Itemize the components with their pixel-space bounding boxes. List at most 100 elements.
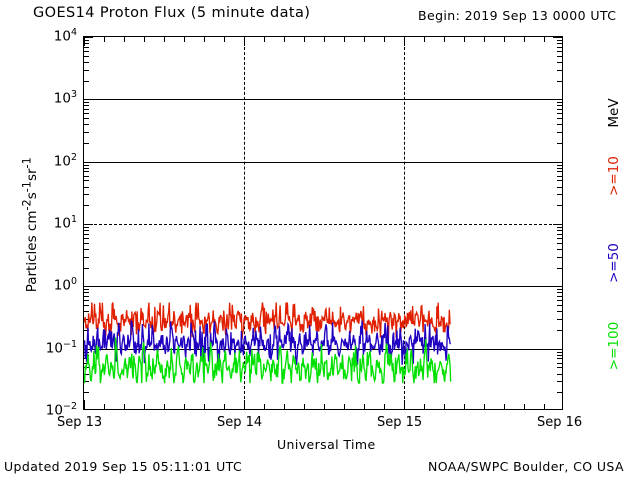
y-tick-minor bbox=[557, 142, 562, 144]
data-traces bbox=[84, 302, 452, 384]
y-tick-major bbox=[553, 161, 562, 163]
y-tick-minor bbox=[84, 256, 89, 258]
x-tick-major bbox=[244, 37, 245, 46]
y-tick-minor bbox=[84, 109, 89, 110]
y-tick-minor bbox=[557, 43, 562, 44]
x-tick-minor bbox=[164, 37, 165, 42]
x-tick-minor bbox=[144, 404, 145, 409]
y-tick-minor bbox=[557, 102, 562, 104]
y-tick-minor bbox=[557, 180, 562, 182]
y-tick-minor bbox=[84, 55, 89, 57]
y-tick-major bbox=[553, 224, 562, 225]
y-tick-minor bbox=[557, 205, 562, 207]
y-tick-major bbox=[553, 286, 562, 288]
legend-unit: MeV bbox=[606, 98, 622, 128]
legend-item-10: >=10 bbox=[606, 156, 622, 196]
y-tick-minor bbox=[557, 39, 562, 41]
x-tick-minor bbox=[144, 37, 145, 42]
y-tick-minor bbox=[84, 373, 89, 375]
y-tick-minor bbox=[557, 392, 562, 394]
x-tick-minor bbox=[224, 37, 225, 42]
y-tick-minor bbox=[84, 296, 89, 297]
y-tick-minor bbox=[557, 233, 562, 235]
y-tick-minor bbox=[557, 55, 562, 57]
y-tick-minor bbox=[84, 329, 89, 331]
y-tick-minor bbox=[557, 373, 562, 375]
y-tick-minor bbox=[557, 242, 562, 244]
y-tick-minor bbox=[557, 248, 562, 250]
y-tick-minor bbox=[557, 46, 562, 48]
y-tick-minor bbox=[84, 186, 89, 188]
x-tick-minor bbox=[464, 404, 465, 409]
y-tick-minor bbox=[84, 69, 89, 71]
y-tick-minor bbox=[84, 292, 89, 294]
y-tick-major bbox=[84, 224, 93, 225]
y-tick-minor bbox=[84, 118, 89, 120]
trace-100MeV bbox=[84, 337, 452, 384]
y-tick-minor bbox=[557, 171, 562, 173]
x-axis-label: Universal Time bbox=[277, 437, 376, 452]
x-tick-minor bbox=[504, 37, 505, 42]
x-tick-minor bbox=[324, 37, 325, 42]
y-tick-minor bbox=[84, 113, 89, 115]
y-tick-minor bbox=[557, 194, 562, 196]
y-tick-minor bbox=[84, 318, 89, 320]
y-tick-minor bbox=[84, 381, 89, 383]
y-tick-minor bbox=[84, 175, 89, 177]
x-tick-minor bbox=[324, 404, 325, 409]
y-tick-minor bbox=[84, 142, 89, 144]
y-tick-minor bbox=[84, 80, 89, 82]
y-tick-minor bbox=[84, 164, 89, 166]
x-tick-label: Sep 13 bbox=[57, 415, 103, 430]
y-tick-minor bbox=[84, 289, 89, 291]
x-tick-minor bbox=[384, 404, 385, 409]
y-tick-minor bbox=[84, 102, 89, 104]
begin-time-label: Begin: 2019 Sep 13 0000 UTC bbox=[418, 8, 617, 23]
x-tick-minor bbox=[364, 37, 365, 42]
y-tick-minor bbox=[84, 305, 89, 307]
x-tick-minor bbox=[304, 37, 305, 42]
x-tick-minor bbox=[444, 37, 445, 42]
x-tick-minor bbox=[124, 404, 125, 409]
y-tick-minor bbox=[84, 233, 89, 235]
plot-area bbox=[83, 36, 563, 410]
x-tick-minor bbox=[204, 37, 205, 42]
y-tick-minor bbox=[557, 362, 562, 364]
y-tick-major bbox=[553, 37, 562, 38]
updated-timestamp: Updated 2019 Sep 15 05:11:01 UTC bbox=[4, 459, 243, 474]
page-title: GOES14 Proton Flux (5 minute data) bbox=[33, 5, 311, 21]
y-tick-major bbox=[84, 348, 93, 350]
x-tick-minor bbox=[344, 404, 345, 409]
x-tick-minor bbox=[464, 37, 465, 42]
y-tick-minor bbox=[557, 113, 562, 115]
y-tick-minor bbox=[557, 305, 562, 307]
y-tick-minor bbox=[557, 175, 562, 177]
x-tick-minor bbox=[284, 37, 285, 42]
legend-item-100: >=100 bbox=[606, 321, 622, 371]
y-tick-minor bbox=[557, 300, 562, 302]
y-tick-minor bbox=[84, 43, 89, 44]
y-tick-minor bbox=[84, 267, 89, 269]
y-tick-minor bbox=[557, 109, 562, 110]
y-tick-minor bbox=[84, 61, 89, 63]
y-tick-label: 104 bbox=[53, 27, 77, 45]
gridline-solid bbox=[84, 99, 562, 101]
y-tick-minor bbox=[84, 311, 89, 313]
y-tick-minor bbox=[557, 256, 562, 258]
x-tick-minor bbox=[544, 404, 545, 409]
x-tick-minor bbox=[164, 404, 165, 409]
x-tick-label: Sep 15 bbox=[377, 415, 423, 430]
x-tick-minor bbox=[184, 37, 185, 42]
gridline-solid bbox=[84, 348, 562, 350]
y-tick-minor bbox=[557, 237, 562, 239]
legend-item-50: >=50 bbox=[606, 243, 622, 283]
y-tick-minor bbox=[557, 351, 562, 353]
y-tick-minor bbox=[84, 226, 89, 228]
y-tick-major bbox=[84, 99, 93, 101]
y-tick-minor bbox=[557, 124, 562, 126]
x-tick-minor bbox=[524, 37, 525, 42]
y-tick-minor bbox=[557, 358, 562, 360]
y-tick-minor bbox=[84, 180, 89, 182]
trace-10MeV bbox=[84, 302, 452, 340]
y-tick-label: 10−2 bbox=[45, 401, 77, 419]
